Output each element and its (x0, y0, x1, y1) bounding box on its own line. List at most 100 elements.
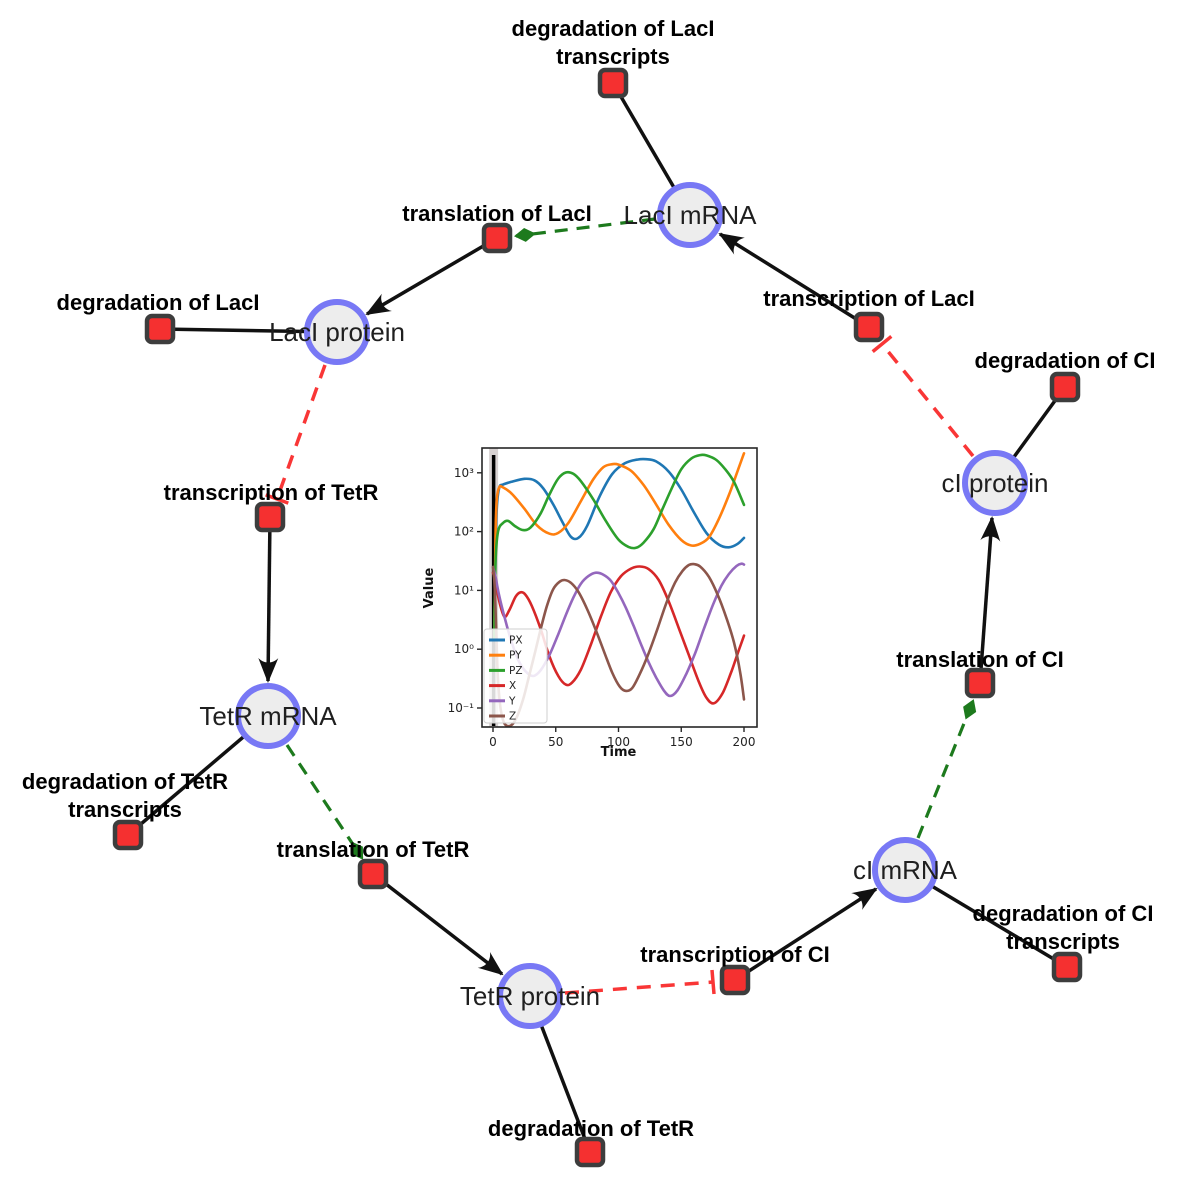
edge-tetrprotein-inhibits-transcription-ci (564, 980, 714, 995)
reaction-square (481, 222, 513, 254)
reaction-node-transcription-tetr: transcription of TetR (164, 480, 379, 533)
species-node-ci-mrna: cI mRNA (853, 837, 958, 903)
species-circle (497, 963, 563, 1029)
reaction-square (254, 501, 286, 533)
species-label: TetR mRNA (199, 701, 337, 731)
y-tick-label: 10² (454, 525, 474, 539)
species-node-ci-protein: cI protein (942, 450, 1049, 516)
series-line-PY (493, 452, 746, 641)
species-label: LacI protein (269, 317, 405, 347)
x-axis-label: Time (601, 745, 637, 760)
species-node-laci-protein: LacI protein (269, 299, 405, 365)
edge-lacimrna-activates-translation-laci (514, 217, 656, 242)
reaction-square (112, 819, 144, 851)
reaction-square (719, 964, 751, 996)
series-line-X (491, 565, 746, 705)
reaction-node-deg-tetr: degradation of TetR (488, 1116, 694, 1168)
species-circle (657, 182, 723, 248)
reaction-node-transcription-ci: transcription of CI (640, 942, 830, 996)
reaction-label: transcripts (68, 797, 182, 822)
reaction-node-deg-ci: degradation of CI (975, 348, 1156, 403)
edge-translation-tetr-to-tetrprotein (371, 872, 504, 976)
reaction-square (357, 858, 389, 890)
modifier-edges (285, 217, 977, 860)
species-node-tetr-protein: TetR protein (460, 963, 600, 1029)
reaction-label: transcription of TetR (164, 480, 379, 505)
reaction-label: degradation of TetR (488, 1116, 694, 1141)
reaction-label: transcription of CI (640, 942, 829, 967)
edge-cimrna-activates-translation-ci (916, 699, 977, 839)
reaction-square (574, 1136, 606, 1168)
tbar-transcription-laci (871, 335, 893, 353)
species-circle (872, 837, 938, 903)
legend-label-PZ: PZ (509, 665, 523, 677)
axes-frame (481, 447, 758, 728)
edge-transcription-laci-to-lacimrna (718, 232, 870, 329)
edge-ciprotein-inhibits-transcription-laci (880, 342, 975, 458)
y-axis-label: Value (422, 567, 437, 608)
reaction-label: transcripts (556, 44, 670, 69)
edge-translation-ci-to-ciprotein (978, 516, 1001, 684)
reaction-label: degradation of LacI (512, 16, 715, 41)
reaction-node-deg-laci-transcripts: degradation of LacI transcripts (512, 16, 715, 99)
inhibition-edges (265, 335, 975, 995)
reaction-square (1049, 371, 1081, 403)
production-edges (258, 232, 1001, 982)
legend-label-Y: Y (508, 695, 516, 707)
reaction-nodes: degradation of LacI transcripts translat… (22, 16, 1156, 1168)
species-circle (235, 683, 301, 749)
x-tick-label: 0 (489, 735, 497, 749)
x-tick-label: 200 (733, 735, 756, 749)
series-line-Z (491, 562, 746, 727)
reaction-square (964, 667, 996, 699)
reaction-label: degradation of CI (975, 348, 1156, 373)
reaction-network: degradation of LacI transcripts translat… (22, 16, 1156, 1168)
reaction-label: translation of CI (896, 647, 1063, 672)
reaction-node-deg-tetr-transcripts: degradation of TetR transcripts (22, 769, 228, 851)
species-circle (304, 299, 370, 365)
species-node-laci-mrna: LacI mRNA (624, 182, 758, 248)
reaction-node-translation-laci: translation of LacI (402, 201, 592, 254)
reaction-node-deg-laci: degradation of LacI (57, 290, 259, 345)
series-line-PZ (493, 453, 746, 641)
reaction-label: degradation of TetR (22, 769, 228, 794)
reaction-label: transcription of LacI (763, 286, 974, 311)
y-tick-label: 10³ (454, 466, 474, 480)
reaction-node-transcription-laci: transcription of LacI (763, 286, 975, 343)
tbar-transcription-tetr (265, 493, 289, 505)
species-nodes: LacI mRNA LacI protein TetR mRNA TetR pr… (199, 182, 1049, 1029)
y-tick-label: 10¹ (454, 583, 474, 597)
legend-label-PX: PX (509, 635, 523, 647)
y-tick-label: 10⁻¹ (448, 701, 475, 715)
tbar-transcription-ci (710, 969, 716, 995)
legend-label-X: X (509, 680, 516, 692)
reaction-label: transcripts (1006, 929, 1120, 954)
species-label: cI mRNA (853, 855, 958, 885)
reaction-square (1051, 951, 1083, 983)
reaction-label: translation of LacI (402, 201, 591, 226)
edge-transcription-ci-to-cimrna (734, 887, 878, 982)
reaction-square (853, 311, 885, 343)
reaction-label: degradation of CI (973, 901, 1154, 926)
x-tick-label: 150 (670, 735, 693, 749)
reaction-node-translation-ci: translation of CI (896, 647, 1064, 699)
legend-label-PY: PY (509, 650, 522, 662)
y-tick-label: 10⁰ (454, 642, 474, 656)
species-label: LacI mRNA (624, 200, 758, 230)
species-label: cI protein (942, 468, 1049, 498)
species-label: TetR protein (460, 981, 600, 1011)
species-node-tetr-mrna: TetR mRNA (199, 683, 337, 749)
reaction-label: translation of TetR (277, 837, 470, 862)
edge-translation-laci-to-laciprotein (365, 236, 498, 316)
x-tick-label: 50 (548, 735, 563, 749)
edge-laciprotein-inhibits-transcription-tetr (275, 364, 327, 500)
reaction-square (597, 67, 629, 99)
reaction-node-translation-tetr: translation of TetR (277, 837, 470, 890)
timeseries-plot: 0 50 100 150 200 10³ 10² 10¹ 10⁰ 10⁻¹ Time Value PX P… (415, 432, 777, 764)
edge-tetrmrna-activates-translation-tetr (285, 744, 364, 860)
x-tick-label: 100 (607, 735, 630, 749)
legend-label-Z: Z (509, 711, 516, 723)
reaction-node-deg-ci-transcripts: degradation of CI transcripts (973, 901, 1154, 983)
